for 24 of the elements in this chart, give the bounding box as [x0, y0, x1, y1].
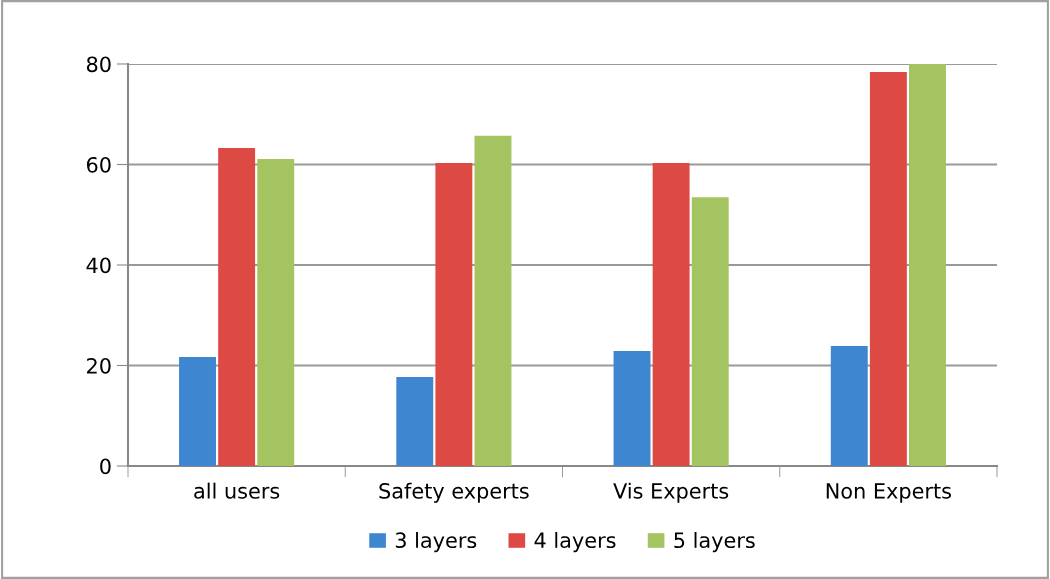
legend-label: 3 layers — [395, 531, 477, 553]
bar — [691, 197, 729, 466]
x-tick-label: Safety experts — [379, 482, 529, 503]
bar — [179, 356, 216, 466]
bar — [435, 162, 473, 466]
y-tick-label: 20 — [87, 357, 111, 374]
legend-label: 5 layers — [674, 531, 755, 553]
y-tick-label: 80 — [86, 56, 111, 73]
y-tick-label: 60 — [86, 156, 111, 173]
x-tick-label: all users — [194, 482, 280, 499]
bar — [652, 162, 690, 466]
x-tick-label: Non Experts — [826, 483, 951, 503]
bar — [257, 158, 295, 466]
bar — [909, 64, 946, 466]
bar — [830, 345, 868, 466]
bar — [474, 135, 512, 466]
bar — [218, 147, 256, 466]
x-tick-label: Vis Experts — [613, 482, 729, 503]
y-tick-label: 0 — [100, 458, 111, 475]
bar — [396, 377, 434, 466]
bar — [613, 350, 651, 466]
y-tick-label: 40 — [86, 257, 111, 274]
legend-label: 4 layers — [534, 531, 616, 553]
bar — [869, 72, 907, 466]
